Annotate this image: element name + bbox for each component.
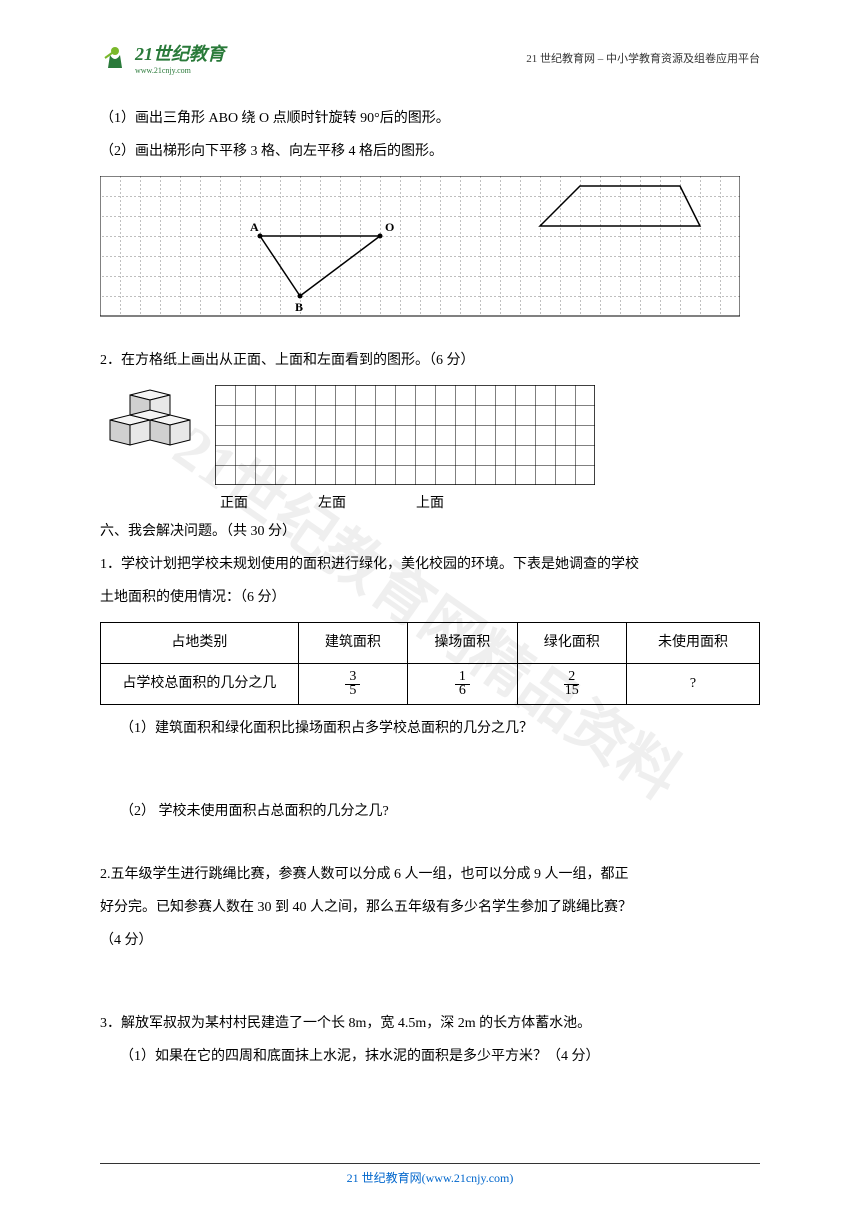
- q6-1-sub1: （1）建筑面积和绿化面积比操场面积占多学校总面积的几分之几？: [120, 715, 760, 743]
- label-left: 左面: [318, 490, 346, 518]
- cube-figure: [100, 385, 200, 465]
- table-cell: 占学校总面积的几分之几: [101, 664, 299, 705]
- q1-sub1: （1）画出三角形 ABO 绕 O 点顺时针旋转 90°后的图形。: [100, 105, 760, 133]
- table-row: 占学校总面积的几分之几 35 16 215 ?: [101, 664, 760, 705]
- svg-text:B: B: [295, 300, 303, 314]
- logo: 21世纪教育 www.21cnjy.com: [100, 40, 225, 75]
- logo-icon: [100, 43, 130, 73]
- table-cell: 占地类别: [101, 623, 299, 664]
- q6-1-sub2: （2） 学校未使用面积占总面积的几分之几?: [120, 798, 760, 826]
- q1-sub2: （2）画出梯形向下平移 3 格、向左平移 4 格后的图形。: [100, 138, 760, 166]
- table-cell: 绿化面积: [517, 623, 626, 664]
- q6-2-line3: （4 分）: [100, 927, 760, 955]
- header-right-text: 21 世纪教育网 – 中小学教育资源及组卷应用平台: [526, 50, 760, 66]
- content: （1）画出三角形 ABO 绕 O 点顺时针旋转 90°后的图形。 （2）画出梯形…: [100, 105, 760, 1071]
- view-labels: 正面 左面 上面: [220, 490, 760, 518]
- table-cell: 操场面积: [408, 623, 517, 664]
- page-header: 21世纪教育 www.21cnjy.com 21 世纪教育网 – 中小学教育资源…: [100, 40, 760, 75]
- label-front: 正面: [220, 490, 248, 518]
- q2-text: 2．在方格纸上画出从正面、上面和左面看到的图形。（6 分）: [100, 347, 760, 375]
- section6-title: 六、我会解决问题。（共 30 分）: [100, 518, 760, 546]
- area-table: 占地类别 建筑面积 操场面积 绿化面积 未使用面积 占学校总面积的几分之几 35…: [100, 622, 760, 705]
- table-cell: ?: [626, 664, 759, 705]
- table-cell: 未使用面积: [626, 623, 759, 664]
- q6-3-line2: （1）如果在它的四周和底面抹上水泥，抹水泥的面积是多少平方米？（4 分）: [120, 1043, 760, 1071]
- page-footer: 21 世纪教育网(www.21cnjy.com): [100, 1163, 760, 1186]
- logo-text: 21世纪教育: [135, 40, 225, 66]
- q6-2-line2: 好分完。已知参赛人数在 30 到 40 人之间，那么五年级有多少名学生参加了跳绳…: [100, 894, 760, 922]
- grid2-svg: [215, 385, 595, 485]
- grid-figure-1: A B O: [100, 176, 760, 332]
- svg-text:A: A: [250, 220, 259, 234]
- table-cell: 215: [517, 664, 626, 705]
- table-cell: 35: [298, 664, 407, 705]
- table-row: 占地类别 建筑面积 操场面积 绿化面积 未使用面积: [101, 623, 760, 664]
- cube-section: [100, 385, 760, 485]
- q6-2-line1: 2.五年级学生进行跳绳比赛，参赛人数可以分成 6 人一组，也可以分成 9 人一组…: [100, 861, 760, 889]
- svg-text:O: O: [385, 220, 394, 234]
- q6-3-line1: 3．解放军叔叔为某村村民建造了一个长 8m，宽 4.5m，深 2m 的长方体蓄水…: [100, 1010, 760, 1038]
- table-cell: 建筑面积: [298, 623, 407, 664]
- logo-sub: www.21cnjy.com: [135, 66, 225, 75]
- table-cell: 16: [408, 664, 517, 705]
- q6-1-intro2: 土地面积的使用情况：（6 分）: [100, 584, 760, 612]
- q6-1-intro1: 1．学校计划把学校未规划使用的面积进行绿化，美化校园的环境。下表是她调查的学校: [100, 551, 760, 579]
- grid1-svg: A B O: [100, 176, 740, 321]
- label-top: 上面: [416, 490, 444, 518]
